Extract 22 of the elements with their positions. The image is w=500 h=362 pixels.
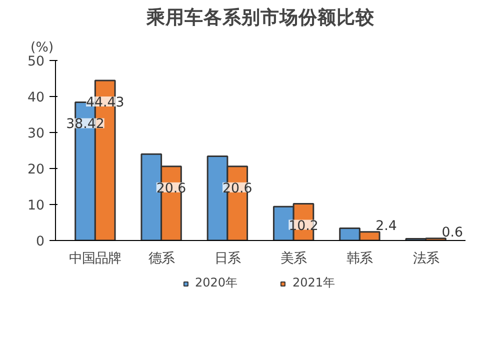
- x-tick-label: 日系: [214, 252, 240, 266]
- y-tick-label: 10: [28, 198, 45, 214]
- legend-label: 2020年: [194, 274, 238, 292]
- y-tick-label: 30: [28, 126, 45, 142]
- x-tick-label: 美系: [280, 250, 307, 266]
- x-tick-label: 中国品牌: [69, 252, 122, 266]
- x-tick-label: 韩系: [346, 252, 373, 266]
- legend-label: 2021年: [292, 274, 336, 292]
- data-label: 10.2: [288, 218, 318, 234]
- y-tick-label: 0: [36, 234, 45, 250]
- y-axis-title: (%): [30, 40, 54, 56]
- data-label: 0.6: [442, 225, 463, 240]
- x-tick-label: 法系: [412, 252, 439, 266]
- data-label: 20.6: [222, 181, 252, 196]
- data-label: 20.6: [156, 181, 186, 196]
- y-tick-label: 50: [28, 54, 45, 70]
- data-label: 38.42: [66, 117, 104, 132]
- y-tick-label: 20: [28, 162, 45, 178]
- chart-title: 乘用车各系别市场份额比较: [146, 6, 376, 28]
- data-label: 2.4: [376, 218, 397, 234]
- y-tick-label: 40: [28, 90, 45, 106]
- x-tick-label: 德系: [148, 252, 174, 266]
